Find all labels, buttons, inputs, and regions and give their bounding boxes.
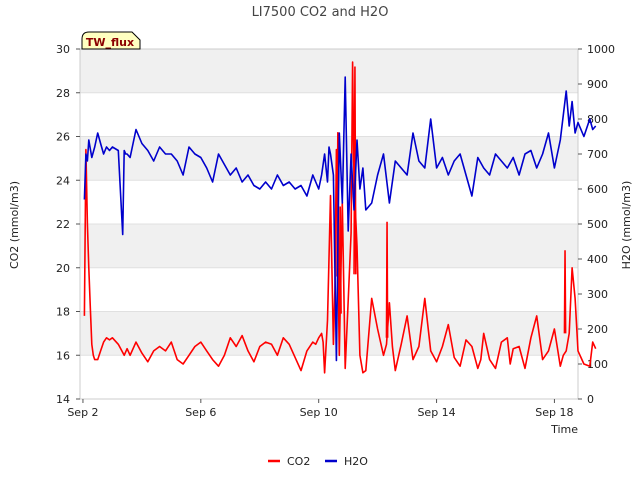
y2-axis-ticks: 0 100 200 300 400 500 600 700 800 900 1000 — [578, 43, 615, 406]
background-bands — [80, 49, 578, 356]
site-badge: TW_flux — [81, 31, 141, 50]
chart-title: LI7500 CO2 and H2O — [252, 5, 389, 20]
x-axis-label: Time — [550, 423, 578, 436]
y-axis-ticks: 14 16 18 20 22 24 26 28 30 — [56, 43, 80, 406]
y-axis-label: CO2 (mmol/m3) — [8, 181, 21, 269]
y-tick-label: 16 — [56, 349, 70, 362]
badge-shape — [81, 31, 141, 50]
legend-label-co2: CO2 — [287, 455, 310, 468]
y2-tick-label: 800 — [587, 113, 608, 126]
series-spike-co2 — [563, 250, 567, 334]
y-tick-label: 20 — [56, 262, 70, 275]
y2-tick-label: 100 — [587, 358, 608, 371]
y-tick-label: 28 — [56, 87, 70, 100]
y-tick-label: 24 — [56, 174, 70, 187]
legend-label-h2o: H2O — [344, 455, 368, 468]
series-line-h2o — [83, 76, 597, 362]
y-tick-label: 30 — [56, 43, 70, 56]
x-tick-label: Sep 18 — [535, 406, 573, 419]
y2-tick-label: 0 — [587, 393, 594, 406]
series-spike-co2 — [385, 221, 389, 338]
badge-text: TW_flux — [86, 36, 134, 49]
series-spike-co2 — [338, 206, 342, 314]
series-layer — [83, 61, 597, 374]
y-tick-label: 26 — [56, 131, 70, 144]
y2-axis-label: H2O (mmol/m3) — [620, 181, 633, 270]
gridlines — [80, 48, 578, 400]
band — [80, 311, 578, 356]
band — [80, 49, 578, 93]
legend: CO2 H2O — [268, 455, 368, 468]
y2-tick-label: 1000 — [587, 43, 615, 56]
y2-tick-label: 700 — [587, 148, 608, 161]
y2-tick-label: 900 — [587, 78, 608, 91]
y2-tick-label: 200 — [587, 323, 608, 336]
series-line-co2 — [83, 61, 597, 374]
y2-tick-label: 300 — [587, 288, 608, 301]
y-tick-label: 18 — [56, 306, 70, 319]
x-tick-label: Sep 14 — [417, 406, 455, 419]
x-axis-ticks: Sep 2 Sep 6 Sep 10 Sep 14 Sep 18 — [67, 399, 574, 419]
y2-tick-label: 400 — [587, 253, 608, 266]
y-tick-label: 22 — [56, 218, 70, 231]
y-tick-label: 14 — [56, 393, 70, 406]
y2-tick-label: 500 — [587, 218, 608, 231]
x-tick-label: Sep 6 — [185, 406, 216, 419]
x-tick-label: Sep 10 — [300, 406, 338, 419]
x-tick-label: Sep 2 — [67, 406, 98, 419]
y2-tick-label: 600 — [587, 183, 608, 196]
